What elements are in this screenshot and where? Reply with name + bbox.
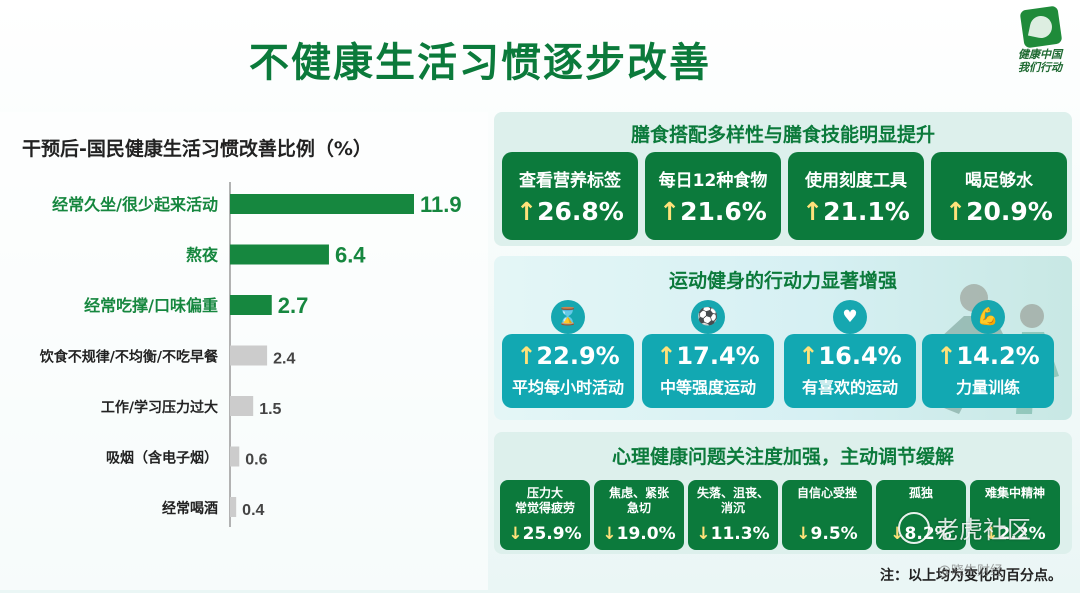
- diet-panel: 膳食搭配多样性与膳食技能明显提升 查看营养标签 ↑26.8% 每日12种食物 ↑21.…: [494, 112, 1072, 246]
- diet-card: 使用刻度工具 ↑21.1%: [788, 152, 924, 240]
- mind-panel: 心理健康问题关注度加强，主动调节缓解 压力大 常觉得疲劳 ↓25.9% 焦虑、紧张 急切…: [494, 432, 1072, 554]
- category-label: 工作/学习压力过大: [101, 399, 218, 416]
- bar: [230, 244, 329, 265]
- heart-icon: ♥: [833, 300, 867, 334]
- chart-title: 干预后-国民健康生活习惯改善比例（%）: [22, 138, 372, 160]
- diet-card-label: 查看营养标签: [519, 171, 621, 191]
- footnote: 注：以上均为变化的百分点。: [880, 568, 1062, 584]
- arrow-down-icon: ↓: [508, 524, 523, 544]
- sport-card-value: ↑17.4%: [656, 342, 760, 370]
- arrow-up-icon: ↑: [656, 342, 677, 370]
- category-label: 经常久坐/很少起来活动: [52, 195, 218, 214]
- mind-card-label: 孤独: [908, 486, 933, 500]
- bar: [230, 446, 240, 467]
- sport-card-label: 力量训练: [955, 378, 1020, 397]
- mind-card-label: 压力大 常觉得疲劳: [514, 486, 575, 515]
- leaf-icon: [1019, 5, 1063, 49]
- mind-card-value: ↓11.3%: [696, 524, 770, 544]
- mind-card-label: 难集中精神: [984, 486, 1045, 500]
- bar: [230, 194, 414, 214]
- category-label: 吸烟（含电子烟）: [106, 450, 218, 467]
- value-label: 11.9: [420, 192, 462, 217]
- value-label: 2.4: [273, 351, 295, 368]
- arrow-up-icon: ↑: [936, 342, 957, 370]
- bar: [230, 295, 272, 315]
- logo: 健康中国 我们行动: [1008, 5, 1072, 76]
- sport-card: ↑16.4% 有喜欢的运动: [784, 334, 916, 408]
- muscle-icon: 💪: [971, 300, 1005, 334]
- mind-card: 难集中精神 ↓2.2%: [970, 480, 1060, 550]
- diet-card: 查看营养标签 ↑26.8%: [502, 152, 638, 240]
- sport-card-label: 有喜欢的运动: [801, 378, 898, 397]
- ball-icon: ⚽: [691, 300, 725, 334]
- arrow-up-icon: ↑: [516, 342, 537, 370]
- diet-card-value: ↑26.8%: [516, 197, 624, 226]
- value-label: 0.6: [245, 452, 267, 469]
- arrow-up-icon: ↑: [659, 197, 681, 226]
- bar: [230, 396, 254, 416]
- page-title: 不健康生活习惯逐步改善: [249, 40, 711, 86]
- logo-text-line1: 健康中国: [1018, 48, 1062, 61]
- value-label: 6.4: [335, 243, 366, 268]
- mind-card-label: 焦虑、紧张 急切: [608, 486, 669, 515]
- arrow-down-icon: ↓: [984, 524, 999, 544]
- value-label: 1.5: [259, 401, 281, 418]
- sport-card-label: 中等强度运动: [659, 378, 756, 397]
- sport-card: ↑14.2% 力量训练: [922, 334, 1054, 408]
- mind-title: 心理健康问题关注度加强，主动调节缓解: [611, 446, 954, 468]
- sport-card-label: 平均每小时活动: [511, 378, 624, 397]
- sport-card-value: ↑16.4%: [798, 342, 902, 370]
- sport-card: ↑17.4% 中等强度运动: [642, 334, 774, 408]
- category-label: 熬夜: [186, 246, 219, 265]
- watermark-sub: @晓牛财经: [938, 564, 1004, 579]
- sport-card-value: ↑14.2%: [936, 342, 1040, 370]
- arrow-down-icon: ↓: [796, 524, 811, 544]
- diet-card: 喝足够水 ↑20.9%: [931, 152, 1067, 240]
- mind-card-label: 自信心受挫: [796, 486, 857, 500]
- sport-card: ↑22.9% 平均每小时活动: [502, 334, 634, 408]
- mind-card-value: ↓19.0%: [602, 524, 676, 544]
- diet-card-label: 喝足够水: [965, 171, 1033, 191]
- logo-text: 健康中国 我们行动: [1008, 48, 1072, 74]
- arrow-down-icon: ↓: [696, 524, 711, 544]
- mind-card: 焦虑、紧张 急切 ↓19.0%: [594, 480, 684, 550]
- bar: [230, 345, 268, 366]
- diet-card-value: ↑21.6%: [659, 197, 767, 226]
- hourglass-icon: ⌛: [551, 300, 585, 334]
- mind-card: 失落、沮丧、 消沉 ↓11.3%: [688, 480, 778, 550]
- mind-card: 自信心受挫 ↓9.5%: [782, 480, 872, 550]
- sport-title: 运动健身的行动力显著增强: [668, 270, 897, 292]
- bar: [230, 497, 237, 517]
- value-label: 0.4: [242, 502, 264, 519]
- diet-card-value: ↑21.1%: [802, 197, 910, 226]
- arrow-up-icon: ↑: [802, 197, 824, 226]
- watermark-icon: [898, 512, 930, 544]
- mind-card: 压力大 常觉得疲劳 ↓25.9%: [500, 480, 590, 550]
- diet-card-value: ↑20.9%: [945, 197, 1053, 226]
- mind-card-label: 失落、沮丧、 消沉: [696, 486, 769, 515]
- category-label: 饮食不规律/不均衡/不吃早餐: [39, 349, 219, 366]
- diet-card-label: 每日12种食物: [658, 171, 768, 191]
- arrow-up-icon: ↑: [945, 197, 967, 226]
- watermark-main: 老虎社区: [935, 516, 1031, 544]
- mind-card-value: ↓9.5%: [796, 524, 858, 544]
- chart-panel: 干预后-国民健康生活习惯改善比例（%） 经常久坐/很少起来活动 11.9 熬夜 6.4…: [0, 112, 488, 590]
- mind-card-value: ↓2.2%: [984, 524, 1046, 544]
- sport-card-value: ↑22.9%: [516, 342, 620, 370]
- logo-text-line2: 我们行动: [1018, 61, 1062, 74]
- diet-title: 膳食搭配多样性与膳食技能明显提升: [630, 124, 935, 146]
- arrow-up-icon: ↑: [516, 197, 538, 226]
- value-label: 2.7: [278, 293, 309, 318]
- arrow-up-icon: ↑: [798, 342, 819, 370]
- category-label: 经常吃撑/口味偏重: [84, 296, 218, 315]
- arrow-down-icon: ↓: [602, 524, 617, 544]
- category-label: 经常喝酒: [162, 500, 218, 517]
- diet-card-label: 使用刻度工具: [805, 171, 907, 191]
- mind-card-value: ↓25.9%: [508, 524, 582, 544]
- diet-card: 每日12种食物 ↑21.6%: [645, 152, 781, 240]
- bar-chart: 经常久坐/很少起来活动 11.9 熬夜 6.4 经常吃撑/口味偏重 2.7 饮食不规律/不均…: [39, 182, 462, 527]
- sport-panel: 运动健身的行动力显著增强 ⌛ ↑22.9% 平均每小时活动 ⚽ ↑17.4% 中等强度运动…: [494, 256, 1072, 420]
